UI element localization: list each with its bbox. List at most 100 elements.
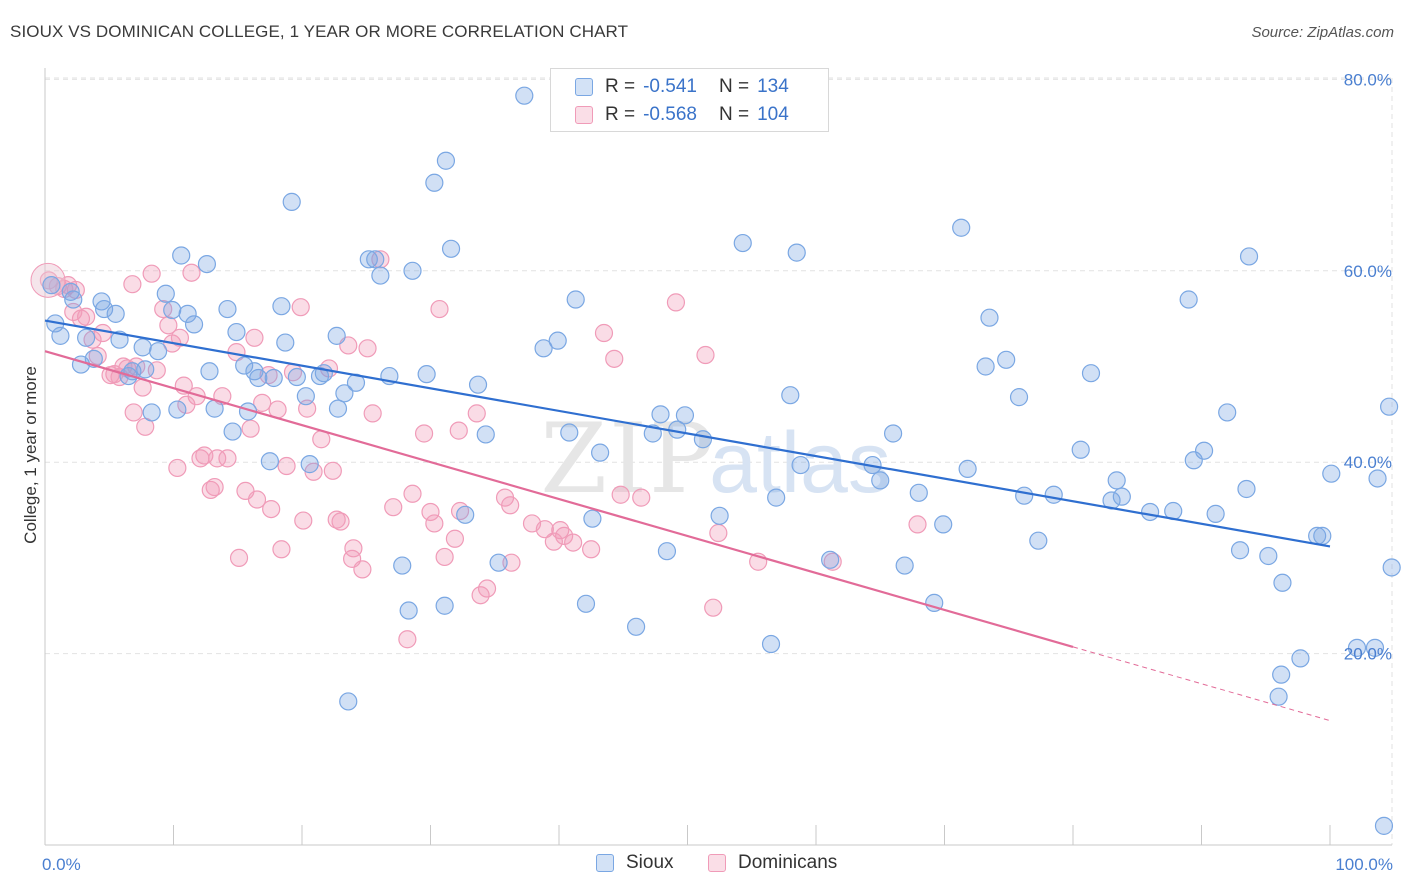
legend-n-value: 104 [757,104,789,125]
data-point [895,556,914,575]
data-point [264,368,283,388]
data-point [294,511,313,530]
data-point [249,368,268,388]
data-point [1112,487,1131,506]
data-point [666,293,686,312]
data-point [1015,486,1034,505]
data-point [710,506,729,525]
data-point [787,243,806,262]
sioux-series [42,86,1401,835]
data-point [205,477,224,497]
data-point [363,404,382,423]
data-point [1368,469,1387,488]
legend: R = -0.541 N = 134 R = -0.568 N = 104 [550,68,829,132]
data-point [1291,649,1310,668]
series-legend-sioux[interactable]: Sioux [596,852,674,874]
data-point [366,250,385,269]
legend-swatch-dominicans [575,106,593,124]
dominicans-trend-line [44,350,1074,648]
data-point [1313,526,1332,545]
data-point [133,338,152,357]
trend-lines [44,319,1331,722]
data-point [223,422,242,441]
data-point [871,471,890,490]
data-point [323,461,342,480]
data-point [421,502,440,522]
data-point [544,532,563,551]
data-point [651,405,670,424]
data-point [594,323,614,343]
data-point [77,328,96,347]
data-point [1380,397,1399,416]
y-tick-label: 20.0% [1344,645,1392,664]
data-point [430,299,449,319]
data-point [124,403,143,422]
series-legend-dominicans[interactable]: Dominicans [708,852,837,874]
data-point [314,364,333,383]
data-point [560,423,579,442]
data-point [262,499,281,519]
data-point [64,290,83,309]
data-point [384,498,403,517]
series-label-sioux: Sioux [626,852,674,873]
data-point [260,452,279,471]
data-point [218,299,237,319]
y-tick-label: 60.0% [1344,262,1392,281]
data-point [1179,290,1198,309]
data-point [1044,485,1063,504]
data-point [272,540,291,559]
data-point [976,357,995,376]
data-point [335,384,354,403]
data-point [980,308,999,327]
data-point [417,365,436,384]
data-point [908,515,927,534]
series-swatch-sioux [596,854,614,872]
source-note: Source: ZipAtlas.com [1251,24,1394,41]
legend-r-value: -0.568 [643,104,697,125]
data-point [163,300,182,320]
data-point [576,594,596,613]
legend-r-label: R = [605,76,636,97]
y-tick-label: 40.0% [1344,453,1392,472]
sioux-trend-line [44,319,1331,548]
data-point [515,86,534,105]
data-point [159,316,178,335]
y-tick-label: 80.0% [1344,70,1392,89]
data-point [344,539,363,558]
data-point [441,239,461,258]
data-point [534,339,553,358]
data-point [626,617,646,636]
data-point [445,529,465,548]
data-point [197,255,217,274]
data-point [1009,388,1029,407]
data-point [272,297,291,316]
data-point [148,342,168,361]
legend-r-label: R = [605,104,636,125]
data-point [30,262,66,298]
data-point [282,192,301,211]
data-point [781,386,800,405]
data-point [95,299,114,319]
data-point [435,596,454,615]
data-point [1272,665,1291,684]
data-point [208,449,227,468]
data-point [477,579,497,598]
data-point [172,246,191,265]
data-point [200,362,219,381]
data-point [1322,464,1341,483]
data-point [241,419,260,438]
data-point [693,430,713,449]
data-point [168,400,187,419]
data-point [535,520,554,539]
data-point [414,424,434,443]
data-point [1230,541,1250,560]
data-point [883,424,903,443]
data-point [218,449,237,468]
data-point [359,250,378,269]
data-point [287,367,306,387]
data-point [909,483,928,502]
data-point [555,526,574,545]
data-point [1140,502,1160,522]
data-point [142,403,161,422]
data-point [1218,403,1237,422]
